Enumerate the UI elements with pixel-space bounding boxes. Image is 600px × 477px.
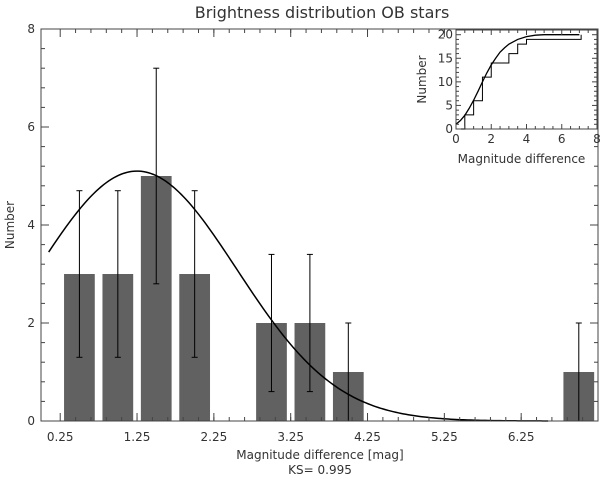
y-tick-label: 2 (27, 316, 35, 330)
inset-x-axis-label: Magnitude difference (458, 152, 586, 166)
inset-step-line (456, 34, 582, 130)
y-tick-label: 6 (27, 120, 35, 134)
chart-title: Brightness distribution OB stars (195, 3, 450, 22)
y-tick-label: 8 (27, 22, 35, 36)
y-tick-label: 4 (27, 218, 35, 232)
inset-x-tick-label: 8 (593, 132, 600, 146)
x-tick-label: 1.25 (124, 430, 151, 444)
x-tick-label: 4.25 (354, 430, 381, 444)
gaussian-fit-curve (48, 170, 549, 422)
inset-y-tick-label: 15 (438, 51, 453, 65)
x-tick-label: 2.25 (201, 430, 228, 444)
inset-y-axis-label: Number (415, 55, 429, 103)
x-tick-label: 0.25 (47, 430, 74, 444)
main-plot: 0.25 1.25 2.25 3.25 4.25 5.25 6.25 0 2 4 6 8 (27, 22, 599, 444)
inset-frame (455, 29, 598, 130)
x-tick-label: 3.25 (277, 430, 304, 444)
inset-y-tick-label: 0 (445, 122, 453, 136)
x-axis-label: Magnitude difference [mag] (236, 448, 403, 462)
y-axis-label: Number (3, 201, 17, 249)
inset-y-tick-label: 20 (438, 28, 453, 42)
x-tick-label: 5.25 (431, 430, 458, 444)
ks-annotation: KS= 0.995 (288, 463, 352, 477)
inset-smooth-line (455, 34, 580, 125)
inset-y-tick-label: 5 (445, 98, 453, 112)
inset-y-tick-label: 10 (438, 75, 453, 89)
inset-x-tick-label: 4 (523, 132, 531, 146)
x-tick-label: 6.25 (508, 430, 535, 444)
inset-x-tick-label: 2 (487, 132, 495, 146)
y-tick-label: 0 (27, 414, 35, 428)
inset-x-tick-label: 0 (452, 132, 460, 146)
inset-plot: 0 2 4 6 8 0 5 10 15 20 Magnitude difference Number (415, 28, 600, 166)
inset-x-tick-label: 6 (558, 132, 566, 146)
